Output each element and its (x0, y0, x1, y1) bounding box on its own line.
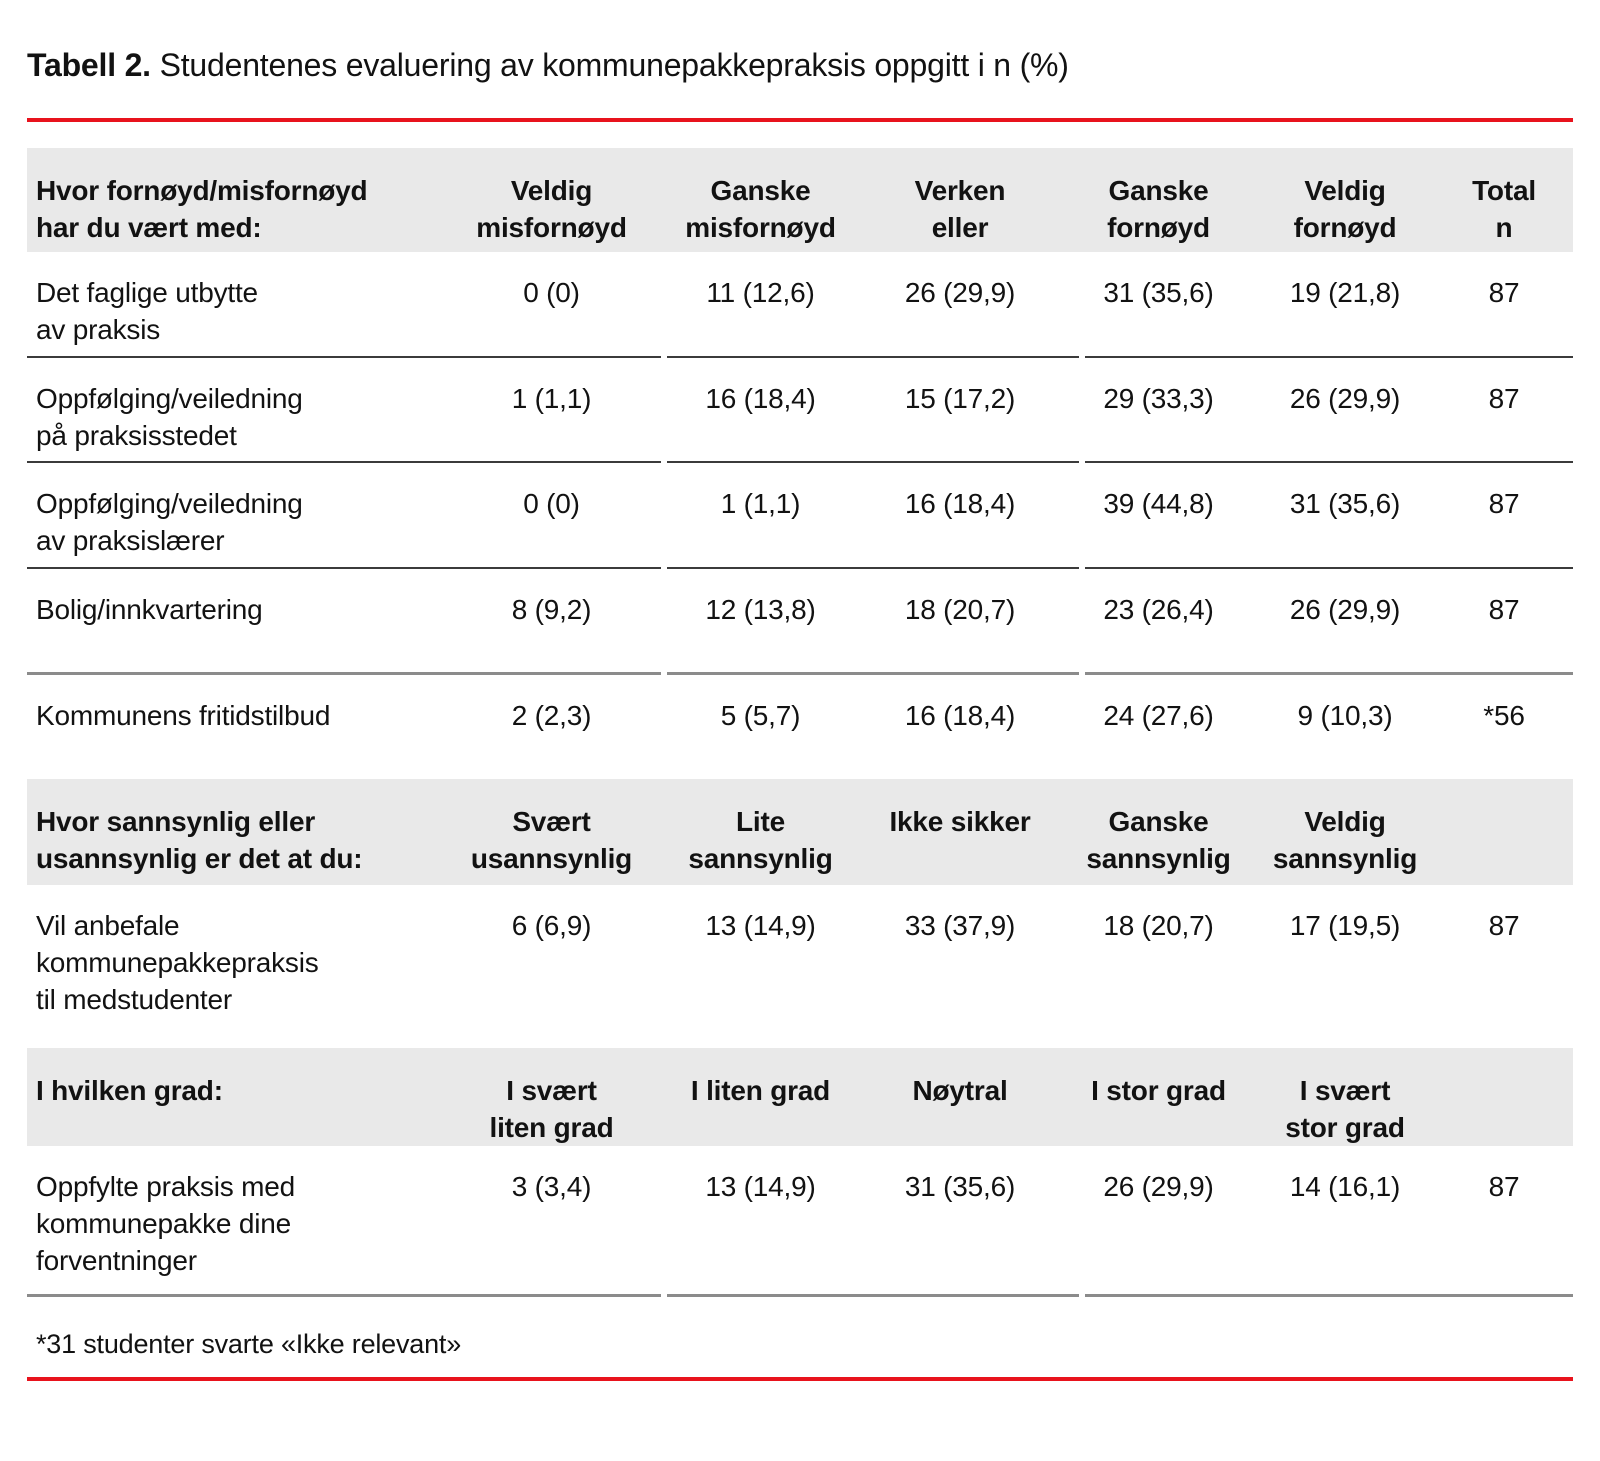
column-header: Svært usannsynlig (470, 806, 633, 874)
column-header: I liten grad (690, 1075, 831, 1106)
row-label: Kommunens fritidstilbud (36, 700, 331, 731)
table-title-text: Studentenes evaluering av kommunepakkepr… (150, 47, 1069, 83)
cell-total: 87 (1488, 488, 1520, 519)
column-header: I stor grad (1091, 1075, 1226, 1106)
section2-header-row: Hvor sannsynlig eller usannsynlig er det… (27, 779, 1573, 885)
bottom-rule (27, 1377, 1573, 1381)
column-header: I svært stor grad (1285, 1075, 1405, 1143)
column-header: Ganske fornøyd (1107, 175, 1210, 243)
page: Tabell 2. Studentenes evaluering av komm… (0, 44, 1600, 1461)
cell-value: 17 (19,5) (1289, 910, 1401, 941)
row-label: Oppfylte praksis med kommunepakke dine f… (36, 1171, 295, 1276)
cell-value: 16 (18,4) (904, 700, 1016, 731)
cell-value: 18 (20,7) (904, 594, 1016, 625)
row-divider (27, 356, 1573, 358)
cell-total: 87 (1488, 383, 1520, 414)
top-rule (27, 118, 1573, 122)
column-header-question: I hvilken grad: (36, 1075, 223, 1106)
cell-value: 14 (16,1) (1289, 1171, 1401, 1202)
table-title: Tabell 2. Studentenes evaluering av komm… (27, 44, 1573, 86)
cell-total-footnoted: *56 (1483, 700, 1525, 731)
column-header-empty (1435, 1048, 1573, 1146)
cell-value: 39 (44,8) (1103, 488, 1214, 519)
table-row-vil-anbefale: Vil anbefale kommunepakkepraksis til med… (27, 885, 1573, 1048)
cell-value: 1 (1,1) (511, 383, 592, 414)
column-header: Lite sannsynlig (688, 806, 833, 874)
cell-value: 19 (21,8) (1289, 277, 1401, 308)
cell-value: 0 (0) (523, 277, 580, 308)
cell-value: 24 (27,6) (1103, 700, 1214, 731)
cell-value: 31 (35,6) (1289, 488, 1401, 519)
table-footnote: *31 studenter svarte «Ikke relevant» (36, 1329, 462, 1359)
cell-value: 23 (26,4) (1103, 594, 1214, 625)
cell-value: 26 (29,9) (1289, 594, 1401, 625)
section1-header-row: Hvor fornøyd/misfornøyd har du vært med:… (27, 148, 1573, 252)
section3-header-row: I hvilken grad: I svært liten grad I lit… (27, 1048, 1573, 1146)
cell-value: 31 (35,6) (904, 1171, 1016, 1202)
cell-value: 16 (18,4) (904, 488, 1016, 519)
cell-value: 33 (37,9) (904, 910, 1016, 941)
table-row-faglig-utbytte: Det faglige utbytte av praksis 0 (0) 11 … (27, 252, 1573, 356)
column-header-empty (1435, 779, 1573, 885)
cell-value: 9 (10,3) (1297, 700, 1393, 731)
cell-value: 26 (29,9) (1289, 383, 1401, 414)
cell-value: 16 (18,4) (705, 383, 816, 414)
cell-value: 5 (5,7) (720, 700, 801, 731)
table-row-oppfylte-forventninger: Oppfylte praksis med kommunepakke dine f… (27, 1146, 1573, 1294)
row-label: Vil anbefale kommunepakkepraksis til med… (36, 910, 319, 1015)
cell-value: 26 (29,9) (1103, 1171, 1214, 1202)
cell-value: 2 (2,3) (511, 700, 592, 731)
table-bottom-divider (27, 1294, 1573, 1297)
column-header: Veldig misfornøyd (476, 175, 627, 243)
column-header: Veldig sannsynlig (1272, 806, 1418, 874)
column-header-question: Hvor sannsynlig eller usannsynlig er det… (36, 806, 363, 874)
row-label: Oppfølging/veiledning på praksisstedet (36, 383, 303, 451)
cell-value: 11 (12,6) (706, 277, 815, 308)
cell-value: 31 (35,6) (1103, 277, 1214, 308)
row-label: Bolig/innkvartering (36, 594, 263, 625)
table-row-oppfolging-praksissted: Oppfølging/veiledning på praksisstedet 1… (27, 358, 1573, 461)
column-header: I svært liten grad (489, 1075, 614, 1143)
cell-value: 13 (14,9) (705, 910, 816, 941)
row-label: Det faglige utbytte av praksis (36, 277, 258, 345)
table-row-kommunens-fritidstilbud: Kommunens fritidstilbud 2 (2,3) 5 (5,7) … (27, 675, 1573, 779)
cell-total: 87 (1488, 1171, 1520, 1202)
column-header-question: Hvor fornøyd/misfornøyd har du vært med: (36, 175, 368, 243)
column-header-total: Total n (1472, 175, 1536, 243)
section-divider (27, 672, 1573, 675)
cell-value: 0 (0) (523, 488, 580, 519)
cell-total: 87 (1488, 910, 1520, 941)
column-header: Ikke sikker (889, 806, 1031, 837)
cell-value: 12 (13,8) (705, 594, 816, 625)
column-header: Ganske sannsynlig (1086, 806, 1231, 874)
cell-value: 13 (14,9) (705, 1171, 816, 1202)
table-row-oppfolging-praksislaerer: Oppfølging/veiledning av praksislærer 0 … (27, 463, 1573, 567)
cell-value: 3 (3,4) (511, 1171, 592, 1202)
column-header: Nøytral (912, 1075, 1008, 1106)
column-header: Veldig fornøyd (1293, 175, 1397, 243)
cell-value: 29 (33,3) (1103, 383, 1214, 414)
table-title-label: Tabell 2. (27, 47, 151, 83)
cell-value: 6 (6,9) (511, 910, 592, 941)
row-divider (27, 567, 1573, 569)
cell-value: 8 (9,2) (511, 594, 592, 625)
cell-value: 15 (17,2) (904, 383, 1016, 414)
evaluation-table: Hvor fornøyd/misfornøyd har du vært med:… (27, 148, 1573, 1297)
row-divider (27, 461, 1573, 463)
cell-total: 87 (1488, 594, 1520, 625)
cell-value: 18 (20,7) (1103, 910, 1214, 941)
table-row-bolig-innkvartering: Bolig/innkvartering 8 (9,2) 12 (13,8) 18… (27, 569, 1573, 672)
cell-total: 87 (1488, 277, 1520, 308)
row-label: Oppfølging/veiledning av praksislærer (36, 488, 303, 556)
cell-value: 1 (1,1) (720, 488, 801, 519)
column-header: Verken eller (914, 175, 1006, 243)
column-header: Ganske misfornøyd (685, 175, 836, 243)
cell-value: 26 (29,9) (904, 277, 1016, 308)
